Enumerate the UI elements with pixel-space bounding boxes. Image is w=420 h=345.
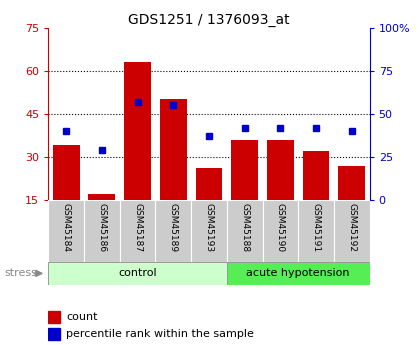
Bar <box>48 310 60 323</box>
Bar <box>48 262 227 285</box>
Text: stress: stress <box>4 268 37 278</box>
Bar <box>196 168 222 200</box>
Bar <box>48 328 60 340</box>
Bar <box>124 62 151 200</box>
Bar <box>84 200 120 262</box>
Title: GDS1251 / 1376093_at: GDS1251 / 1376093_at <box>128 12 290 27</box>
Text: GSM45190: GSM45190 <box>276 203 285 252</box>
Text: GSM45186: GSM45186 <box>97 203 106 252</box>
Bar <box>298 200 334 262</box>
Text: GSM45187: GSM45187 <box>133 203 142 252</box>
Text: GSM45189: GSM45189 <box>169 203 178 252</box>
Bar <box>89 194 115 200</box>
Text: GSM45184: GSM45184 <box>62 203 71 252</box>
Bar <box>334 200 370 262</box>
Text: control: control <box>118 268 157 278</box>
Text: acute hypotension: acute hypotension <box>247 268 350 278</box>
Bar <box>155 200 191 262</box>
Text: count: count <box>66 312 97 322</box>
Bar <box>191 200 227 262</box>
Bar <box>339 166 365 200</box>
Text: GSM45191: GSM45191 <box>312 203 320 252</box>
Bar <box>120 200 155 262</box>
Bar <box>267 140 294 200</box>
Bar <box>303 151 329 200</box>
Text: GSM45188: GSM45188 <box>240 203 249 252</box>
Text: GSM45193: GSM45193 <box>205 203 213 252</box>
Bar <box>160 99 186 200</box>
Text: percentile rank within the sample: percentile rank within the sample <box>66 329 254 339</box>
Text: GSM45192: GSM45192 <box>347 203 356 252</box>
Bar <box>53 146 79 200</box>
Bar <box>48 200 84 262</box>
Bar <box>231 140 258 200</box>
Bar <box>227 200 262 262</box>
Bar <box>227 262 370 285</box>
Bar <box>262 200 298 262</box>
